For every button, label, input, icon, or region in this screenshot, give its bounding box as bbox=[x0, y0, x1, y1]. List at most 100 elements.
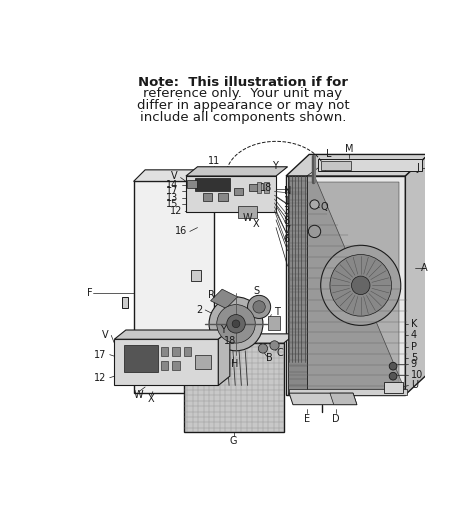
Circle shape bbox=[330, 254, 392, 316]
Polygon shape bbox=[195, 177, 230, 191]
Polygon shape bbox=[286, 176, 405, 394]
Text: Y: Y bbox=[272, 161, 277, 171]
Polygon shape bbox=[210, 289, 237, 309]
Circle shape bbox=[309, 225, 321, 238]
Text: 10: 10 bbox=[411, 370, 423, 379]
Circle shape bbox=[209, 297, 263, 351]
Text: 12: 12 bbox=[170, 206, 182, 217]
Bar bbox=[264, 182, 269, 193]
Text: 17: 17 bbox=[94, 349, 107, 360]
Text: H: H bbox=[231, 359, 239, 369]
Polygon shape bbox=[292, 182, 399, 388]
Polygon shape bbox=[134, 170, 226, 181]
Polygon shape bbox=[289, 393, 357, 405]
Text: K: K bbox=[411, 319, 417, 329]
Polygon shape bbox=[405, 155, 428, 394]
Bar bbox=[161, 361, 168, 370]
Text: 16: 16 bbox=[175, 226, 188, 236]
Text: 13: 13 bbox=[166, 193, 178, 203]
Circle shape bbox=[247, 295, 271, 318]
Circle shape bbox=[321, 245, 401, 325]
Text: V: V bbox=[171, 171, 177, 181]
Polygon shape bbox=[268, 316, 280, 330]
Bar bbox=[249, 184, 258, 191]
Text: W: W bbox=[243, 214, 253, 223]
Text: 5: 5 bbox=[411, 354, 417, 363]
Polygon shape bbox=[321, 161, 352, 170]
Polygon shape bbox=[330, 393, 357, 405]
Circle shape bbox=[232, 320, 240, 328]
Text: R: R bbox=[208, 290, 214, 299]
Text: J: J bbox=[416, 163, 419, 173]
Text: 18: 18 bbox=[225, 336, 237, 346]
Circle shape bbox=[217, 305, 255, 343]
Text: 18: 18 bbox=[260, 183, 272, 192]
Bar bbox=[124, 345, 158, 372]
Text: 14: 14 bbox=[166, 180, 178, 190]
Bar bbox=[257, 182, 261, 193]
Text: D: D bbox=[332, 414, 340, 423]
Polygon shape bbox=[219, 330, 230, 386]
Text: E: E bbox=[304, 414, 310, 423]
Bar bbox=[195, 355, 210, 369]
Text: 2: 2 bbox=[197, 305, 203, 315]
Polygon shape bbox=[114, 339, 219, 386]
Polygon shape bbox=[191, 270, 201, 281]
Text: V: V bbox=[101, 330, 108, 340]
Circle shape bbox=[352, 276, 370, 295]
Text: 4: 4 bbox=[411, 330, 417, 340]
Text: differ in appearance or may not: differ in appearance or may not bbox=[137, 99, 349, 112]
Text: 11: 11 bbox=[208, 156, 220, 165]
Bar bbox=[183, 347, 191, 356]
Text: 7: 7 bbox=[284, 225, 290, 235]
Text: reference only.  Your unit may: reference only. Your unit may bbox=[143, 87, 343, 100]
Polygon shape bbox=[114, 330, 230, 339]
Polygon shape bbox=[384, 382, 403, 393]
Circle shape bbox=[253, 301, 265, 313]
Bar bbox=[172, 347, 180, 356]
Text: C: C bbox=[276, 348, 283, 358]
Text: L: L bbox=[326, 149, 331, 159]
Polygon shape bbox=[319, 159, 422, 171]
Text: W: W bbox=[134, 390, 144, 400]
Bar bbox=[172, 361, 180, 370]
Text: 8: 8 bbox=[284, 216, 290, 225]
Text: M: M bbox=[345, 144, 354, 154]
Text: B: B bbox=[266, 354, 273, 363]
Polygon shape bbox=[186, 167, 288, 176]
Text: F: F bbox=[87, 288, 92, 298]
Text: Note:  This illustration if for: Note: This illustration if for bbox=[138, 76, 348, 89]
Polygon shape bbox=[288, 176, 307, 394]
Text: U: U bbox=[411, 381, 418, 390]
Text: 15: 15 bbox=[166, 200, 178, 209]
Bar bbox=[219, 193, 228, 201]
Polygon shape bbox=[134, 181, 214, 393]
Polygon shape bbox=[237, 206, 257, 218]
Text: 17: 17 bbox=[166, 187, 178, 196]
Circle shape bbox=[258, 344, 267, 353]
Circle shape bbox=[227, 315, 245, 333]
Polygon shape bbox=[183, 343, 284, 432]
Text: Q: Q bbox=[321, 202, 328, 212]
Text: 9: 9 bbox=[411, 359, 417, 369]
Text: 1: 1 bbox=[284, 195, 290, 206]
Circle shape bbox=[389, 362, 397, 370]
Text: T: T bbox=[273, 307, 280, 317]
Text: X: X bbox=[253, 219, 260, 229]
Circle shape bbox=[310, 200, 319, 209]
Bar bbox=[234, 188, 243, 195]
Bar bbox=[161, 347, 168, 356]
Polygon shape bbox=[186, 176, 276, 212]
Polygon shape bbox=[289, 389, 407, 394]
Polygon shape bbox=[183, 334, 295, 343]
Text: 12: 12 bbox=[94, 373, 107, 383]
Circle shape bbox=[270, 341, 279, 350]
Polygon shape bbox=[286, 155, 428, 176]
Bar bbox=[188, 180, 197, 188]
Text: include all components shown.: include all components shown. bbox=[140, 111, 346, 124]
Circle shape bbox=[389, 372, 397, 380]
Text: 3: 3 bbox=[284, 206, 290, 216]
Text: P: P bbox=[411, 342, 417, 352]
Polygon shape bbox=[122, 297, 128, 309]
Text: S: S bbox=[254, 286, 260, 296]
